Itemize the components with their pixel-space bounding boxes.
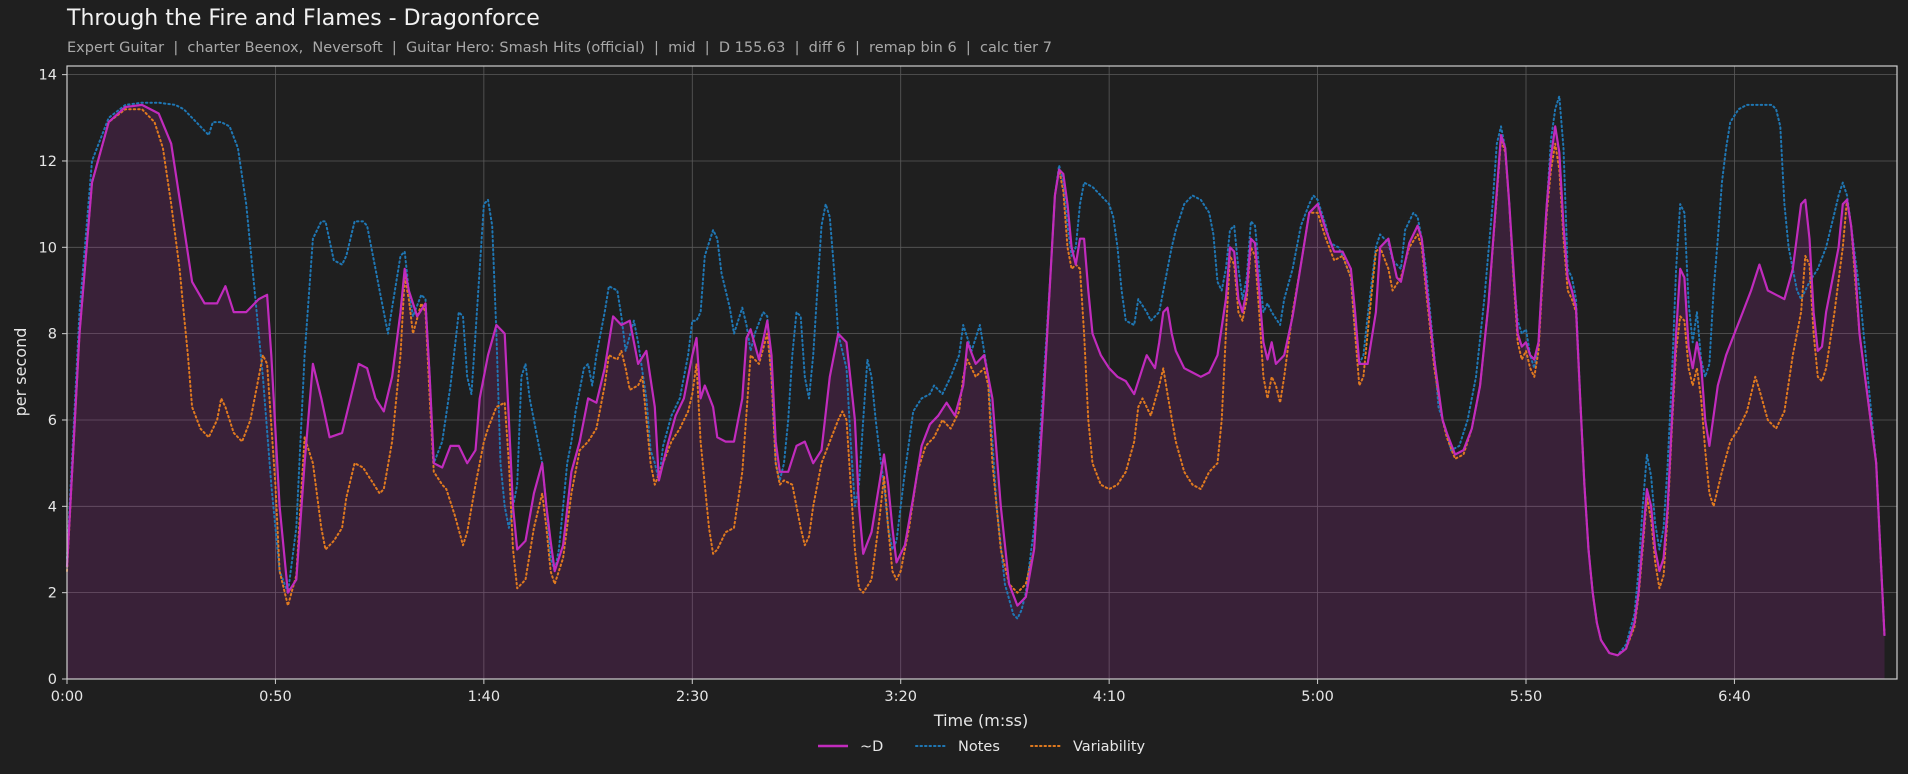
y-axis-label: per second (11, 328, 30, 417)
chart-title: Through the Fire and Flames - Dragonforc… (67, 6, 540, 31)
y-tick-label: 6 (48, 413, 57, 429)
x-tick-label: 3:20 (884, 689, 917, 705)
y-axis-ticks: 0 2 4 6 8 10 12 14 (39, 68, 67, 688)
x-tick-label: 0:00 (51, 689, 84, 705)
x-tick-label: 4:10 (1093, 689, 1126, 705)
x-axis-label: Time (m:ss) (933, 711, 1028, 730)
y-tick-label: 12 (39, 154, 57, 170)
plot-frame (66, 65, 1898, 680)
y-tick-label: 10 (39, 240, 57, 256)
legend-label-d: ~D (860, 739, 883, 755)
legend-label-notes: Notes (958, 739, 1000, 755)
y-tick-label: 2 (48, 586, 57, 602)
y-tick-label: 8 (48, 327, 57, 343)
x-tick-label: 0:50 (259, 689, 292, 705)
series-line-d (65, 103, 1886, 657)
legend-label-variability: Variability (1073, 739, 1146, 755)
series-lines (65, 95, 1886, 657)
x-tick-label: 1:40 (468, 689, 501, 705)
x-tick-label: 6:40 (1718, 689, 1751, 705)
chart-subtitle: Expert Guitar | charter Beenox, Neversof… (67, 40, 1052, 56)
x-tick-label: 5:00 (1301, 689, 1334, 705)
x-tick-label: 5:50 (1510, 689, 1543, 705)
legend: ~D Notes Variability (818, 739, 1146, 755)
series-line-variability (66, 108, 1886, 657)
series-fills (67, 104, 1885, 679)
y-tick-label: 0 (48, 672, 57, 688)
y-tick-label: 14 (39, 68, 57, 84)
x-axis-ticks: 0:00 0:50 1:40 2:30 3:20 4:10 5:00 5:50 6:40 (51, 679, 1751, 705)
y-tick-label: 4 (48, 499, 57, 515)
series-area-d (67, 104, 1885, 679)
x-tick-label: 2:30 (676, 689, 709, 705)
